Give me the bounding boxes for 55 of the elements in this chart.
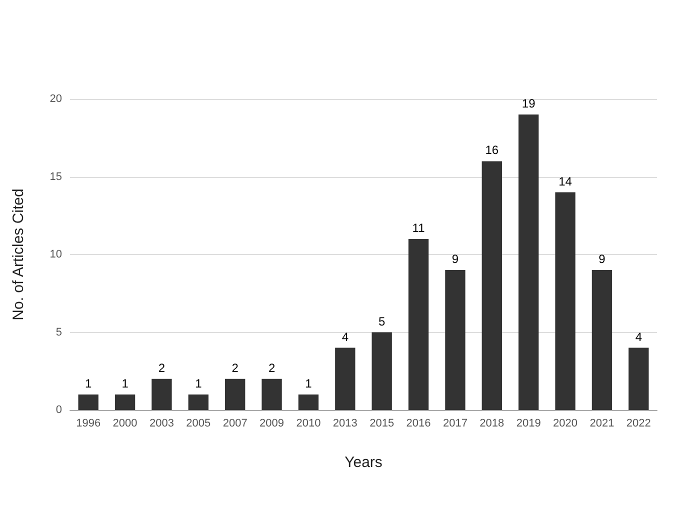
data-label: 9 <box>452 252 459 266</box>
data-label: 14 <box>558 174 572 188</box>
data-label: 2 <box>158 360 166 375</box>
y-tick-label: 20 <box>50 93 62 105</box>
x-tick-label: 2016 <box>406 418 431 430</box>
data-label: 4 <box>635 330 642 344</box>
x-tick-label: 1996 <box>76 418 101 430</box>
y-tick-label: 10 <box>50 248 62 260</box>
bar <box>78 394 98 410</box>
bar <box>225 378 246 410</box>
data-label: 9 <box>598 252 606 266</box>
bar <box>188 394 208 410</box>
x-tick-label: 2007 <box>222 418 248 430</box>
x-tick-label: 2020 <box>553 418 578 430</box>
bar <box>518 114 539 410</box>
bar <box>298 394 319 410</box>
x-tick-label: 2017 <box>442 418 468 430</box>
bar <box>152 378 172 410</box>
y-tick-label: 15 <box>50 170 62 183</box>
x-axis-title: Years <box>344 454 382 471</box>
x-tick-label: 2010 <box>296 418 321 430</box>
x-tick-label: 2018 <box>480 418 504 430</box>
data-label: 2 <box>232 360 239 375</box>
data-label: 16 <box>485 143 499 158</box>
x-tick-label: 2013 <box>332 418 358 430</box>
y-tick-label: 0 <box>56 404 62 416</box>
data-label: 4 <box>342 330 349 344</box>
x-tick-label: 2022 <box>626 418 651 430</box>
y-axis-title: No. of Articles Cited <box>10 188 27 320</box>
x-tick-label: 2009 <box>260 418 284 430</box>
bar <box>335 348 356 410</box>
bar <box>445 270 466 410</box>
x-tick-label: 2003 <box>149 418 174 430</box>
data-label: 1 <box>195 376 202 390</box>
data-label: 1 <box>85 376 92 390</box>
data-label: 1 <box>305 376 312 390</box>
bar <box>592 270 612 410</box>
bar <box>555 192 576 410</box>
x-tick-label: 2021 <box>590 418 614 430</box>
x-tick-label: 2005 <box>186 418 211 430</box>
data-label: 1 <box>122 376 129 390</box>
bar <box>114 394 136 410</box>
y-tick-label: 5 <box>56 326 62 338</box>
bar <box>262 378 282 410</box>
x-tick-label: 2000 <box>112 418 138 430</box>
bar <box>372 332 392 410</box>
bar <box>628 348 649 410</box>
data-label: 19 <box>522 96 536 111</box>
bar <box>408 238 429 410</box>
bar <box>482 161 502 410</box>
data-label: 11 <box>412 220 426 235</box>
data-label: 5 <box>378 314 386 328</box>
data-label: 2 <box>268 360 276 375</box>
x-tick-label: 2019 <box>516 418 541 430</box>
x-tick-label: 2015 <box>370 418 394 430</box>
